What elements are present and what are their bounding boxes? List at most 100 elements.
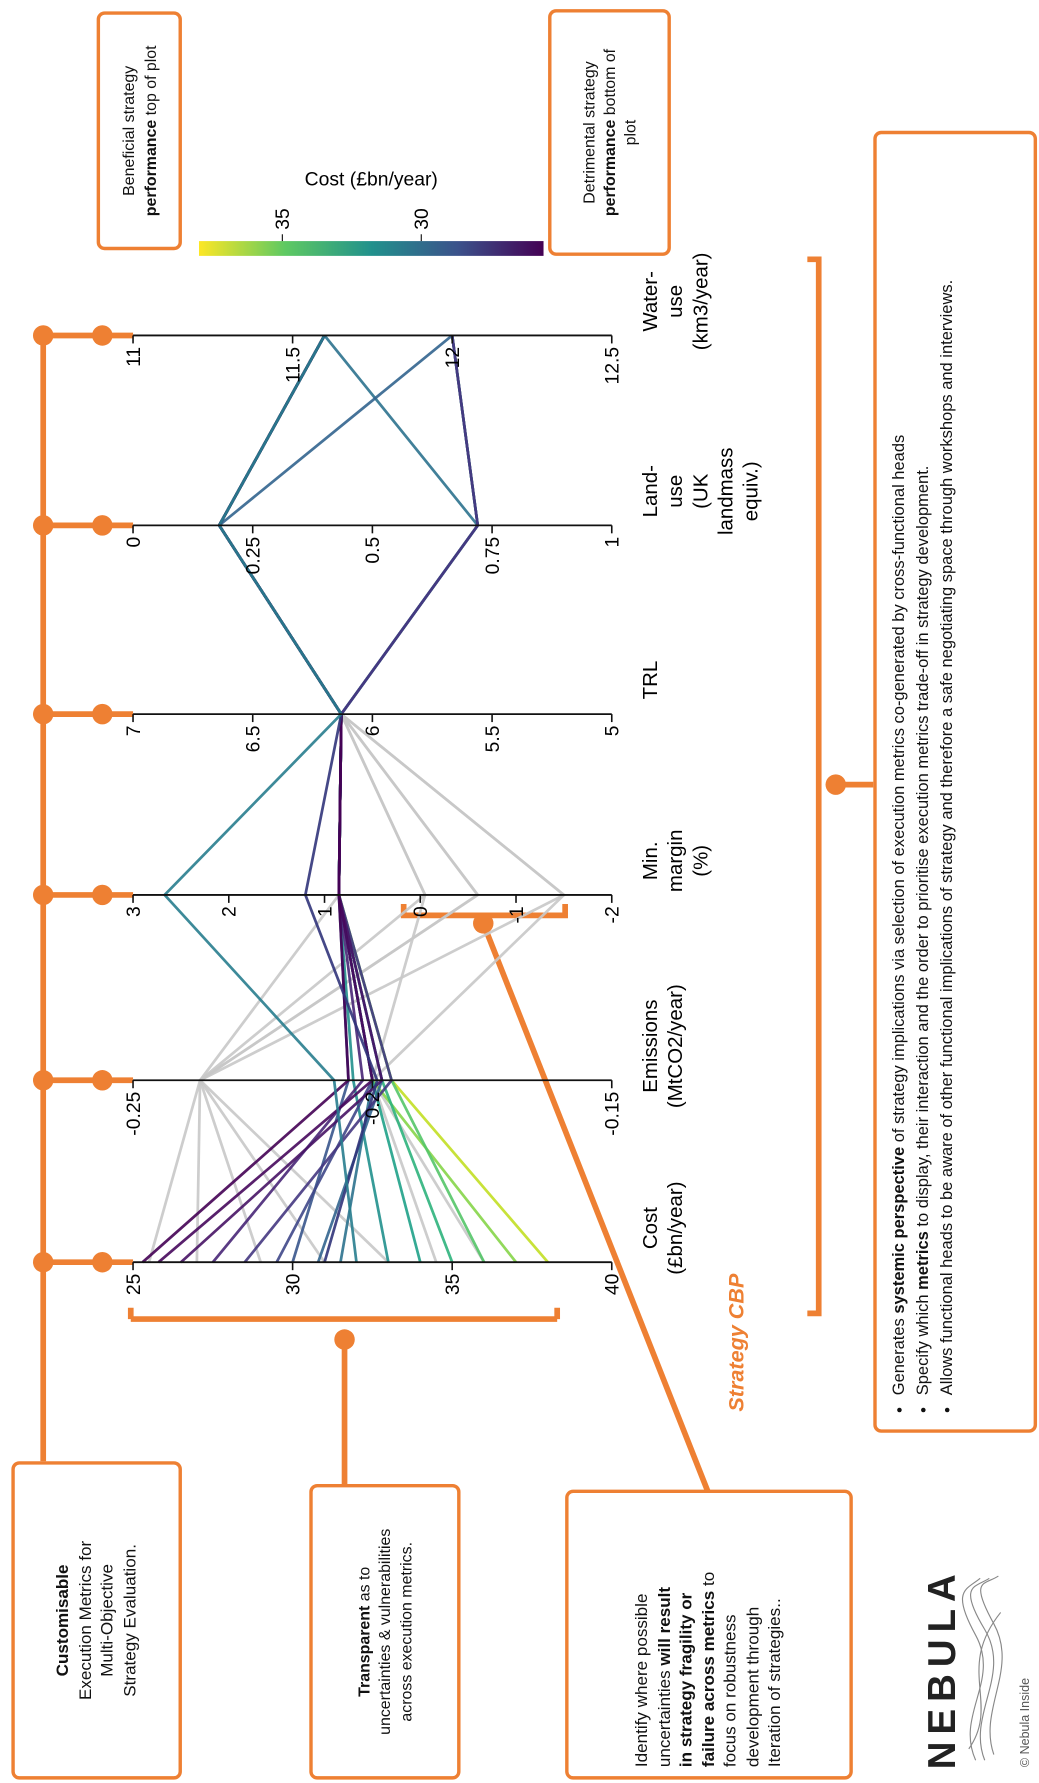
strategy-line: [217, 334, 422, 1263]
tick-label: 1: [315, 906, 336, 917]
text: Beneficial strategy: [119, 65, 138, 196]
axis-label: Water-: [639, 271, 662, 332]
text: Iteration of strategies..: [765, 1598, 785, 1768]
text: across execution metrics.: [396, 1541, 415, 1722]
text-line: focus on robustness: [720, 1502, 742, 1767]
dot: [32, 325, 54, 346]
text: uncertainties: [654, 1665, 675, 1768]
tick-label: 35: [443, 1274, 464, 1296]
text: in strategy fragility or: [676, 1592, 697, 1768]
text: focus on robustness: [721, 1614, 741, 1768]
text: plot: [620, 119, 640, 146]
axis-label: equiv.): [739, 461, 762, 521]
annotation-box: Detrimental strategy performance bottom o…: [548, 9, 671, 256]
text: bottom of: [600, 48, 619, 120]
bracket: [127, 1307, 561, 1322]
bullet-box: Generates systemic perspective of strate…: [873, 130, 1038, 1433]
text-line: Identify where possible: [631, 1502, 653, 1768]
tick-label: 0.75: [483, 537, 504, 575]
tick-label: 3: [124, 906, 145, 917]
dot: [92, 325, 113, 346]
text: Identify where possible: [632, 1593, 652, 1768]
text: Execution Metrics for: [75, 1540, 95, 1701]
dot: [32, 515, 54, 536]
text-line: Execution Metrics for: [74, 1474, 96, 1767]
text: failure across metrics: [699, 1590, 719, 1768]
axis-label: (MtCO2/year): [664, 984, 687, 1108]
axis-label: Min.: [639, 841, 662, 880]
dot: [32, 884, 54, 906]
text: Allows functional heads to be aware of o…: [938, 279, 957, 1396]
bullet: Generates systemic perspective of strate…: [888, 148, 912, 1395]
tick-label: 11: [124, 347, 145, 367]
axis-label: Cost: [639, 1207, 662, 1249]
text: top of plot: [140, 45, 159, 120]
wave: [980, 1575, 1003, 1755]
dot: [473, 913, 494, 934]
text: to: [699, 1571, 719, 1591]
axis-label: (km3/year): [689, 252, 712, 350]
tick-label: 0: [124, 537, 145, 548]
dot: [92, 1070, 113, 1091]
dot: [334, 1329, 355, 1350]
dot: [92, 515, 113, 536]
bullet: Allows functional heads to be aware of o…: [936, 148, 960, 1395]
text-line: plot: [620, 22, 641, 244]
annotation-box: Identify where possible uncertainties wil…: [565, 1489, 853, 1780]
strategy-line: [217, 334, 566, 1263]
text: of strategy implications via selection o…: [890, 434, 909, 1147]
text-line: performance bottom of: [599, 22, 620, 244]
text: Generates: [890, 1313, 909, 1396]
dot: [92, 884, 113, 906]
axis-label: Emissions: [639, 1000, 662, 1093]
text-line: Multi-Objective: [97, 1474, 119, 1767]
tick-label: 0: [411, 906, 432, 917]
text-line: in strategy fragility or: [676, 1502, 698, 1767]
tick-label: 25: [124, 1274, 145, 1296]
tick-label: -2: [603, 906, 624, 923]
text-line: uncertainties will result: [654, 1502, 676, 1767]
text-line: Customisable: [52, 1474, 74, 1767]
annotation-box: Customisable Execution Metrics for Multi-O…: [11, 1461, 182, 1780]
text-line: failure across metrics to: [698, 1502, 720, 1767]
tick-label: -0.15: [603, 1092, 624, 1136]
tick-label: 7: [124, 725, 145, 736]
text: metrics: [914, 1231, 933, 1290]
text-line: Iteration of strategies..: [764, 1502, 786, 1767]
text-line: across execution metrics.: [395, 1496, 416, 1767]
copyright: © Nebula Inside: [1018, 1678, 1032, 1767]
tick-label: 6.5: [244, 725, 265, 752]
tick-label: 5: [603, 725, 624, 736]
tick-label: 12: [443, 347, 464, 368]
wave: [968, 1612, 1002, 1750]
text: will result: [654, 1586, 675, 1666]
axis-label: use: [664, 475, 687, 508]
text: systemic perspective: [890, 1146, 909, 1314]
tick-label: 30: [283, 1274, 304, 1296]
text-line: uncertainties & vulnerabilities: [375, 1496, 396, 1767]
text: performance: [600, 119, 619, 217]
colorbar-label: Cost (£bn/year): [305, 169, 438, 190]
colorbar: [198, 241, 544, 256]
text: Specify which: [914, 1289, 933, 1396]
text: development through: [743, 1606, 763, 1768]
strategy-line: [323, 334, 480, 1263]
bullet: Specify which metrics to display, their …: [912, 148, 936, 1396]
tick-label: 0.5: [363, 537, 384, 564]
annotation-box: Transparent as to uncertainties & vulnera…: [309, 1483, 461, 1780]
axis-label: (%): [689, 845, 712, 877]
axis-label: use: [664, 285, 687, 318]
text-line: Beneficial strategy: [119, 24, 140, 238]
connector: [480, 922, 714, 1500]
tick-label: 11.5: [283, 347, 304, 383]
axis-label: landmass: [714, 447, 737, 535]
axis-label: (UK: [689, 473, 712, 509]
text: Detrimental strategy: [579, 61, 598, 204]
bullet-list: Generates systemic perspective of strate…: [888, 148, 960, 1420]
colorbar-tick-label: 30: [412, 208, 433, 229]
wave: [961, 1577, 984, 1761]
colorbar-tick-label: 35: [273, 208, 294, 229]
text: as to: [355, 1566, 374, 1606]
